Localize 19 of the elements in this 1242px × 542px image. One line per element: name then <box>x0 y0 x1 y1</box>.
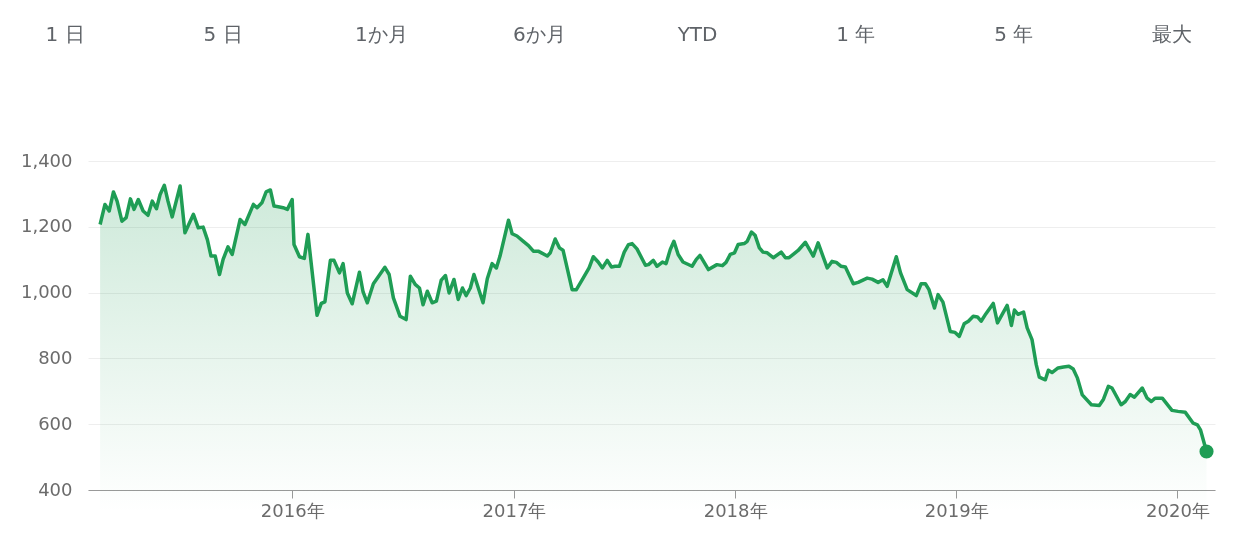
x-tick-label: 2017年 <box>482 499 547 521</box>
text: 1か月 <box>354 22 408 46</box>
y-tick-label: 600 <box>38 412 73 434</box>
y-tick-label: 800 <box>38 346 73 368</box>
y-tick-label: 1,200 <box>20 215 73 237</box>
y-tick-label: 1,400 <box>20 149 73 171</box>
text: YTD <box>676 22 718 46</box>
text: 1 年 <box>836 22 876 46</box>
text: 5 年 <box>994 22 1034 46</box>
text: 6か月 <box>513 22 566 46</box>
x-tick-label: 2019年 <box>924 499 989 521</box>
text: 1 日 <box>45 22 85 46</box>
y-tick-label: 400 <box>38 478 73 500</box>
x-tick-label: 2016年 <box>260 499 325 521</box>
x-tick-label: 2018年 <box>703 499 768 521</box>
y-tick-label: 1,000 <box>20 281 73 303</box>
x-tick-label: 2020年 <box>1146 499 1210 521</box>
text: 5 日 <box>203 22 243 46</box>
text: 最大 <box>1152 22 1192 46</box>
